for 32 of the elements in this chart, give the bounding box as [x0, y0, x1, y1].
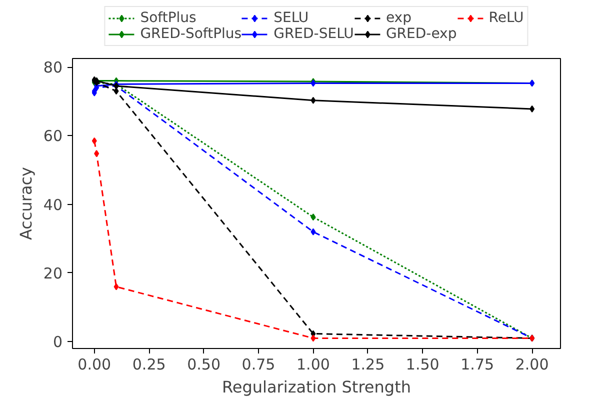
x-tick-label: 1.25 — [351, 356, 385, 374]
x-tick-label: 0.50 — [187, 356, 221, 374]
x-axis-title: Regularization Strength — [222, 378, 411, 396]
point — [114, 88, 119, 95]
point — [310, 228, 316, 236]
y-tick-label: 20 — [43, 264, 63, 282]
point — [310, 214, 316, 221]
point — [530, 105, 535, 112]
legend-label: SELU — [274, 10, 309, 26]
y-tick-label: 60 — [43, 127, 63, 146]
x-tick-label: 1.75 — [460, 356, 494, 374]
y-tick-label: 0 — [52, 333, 63, 352]
x-tick-label: 0.00 — [78, 356, 112, 374]
x-tick-label: 1.50 — [406, 356, 440, 374]
legend-label: exp — [386, 10, 412, 26]
legend-label: SoftPlus — [140, 10, 196, 26]
x-tick-label: 2.00 — [515, 356, 549, 374]
point — [310, 96, 316, 104]
y-axis-title: Accuracy — [16, 166, 36, 240]
x-tick-label: 1.00 — [296, 356, 330, 374]
point — [310, 334, 316, 342]
point — [92, 137, 97, 144]
x-tick-label: 0.75 — [242, 356, 276, 374]
legend-label: GRED-SELU — [274, 26, 354, 42]
x-tick-label: 0.25 — [132, 356, 166, 374]
legend-label: GRED-exp — [386, 26, 457, 42]
y-tick-label: 40 — [43, 196, 63, 214]
legend-label: ReLU — [488, 10, 524, 26]
point — [114, 283, 119, 290]
y-tick-label: 80 — [43, 58, 63, 77]
legend-label: GRED-SoftPlus — [140, 26, 242, 42]
point — [94, 150, 100, 158]
